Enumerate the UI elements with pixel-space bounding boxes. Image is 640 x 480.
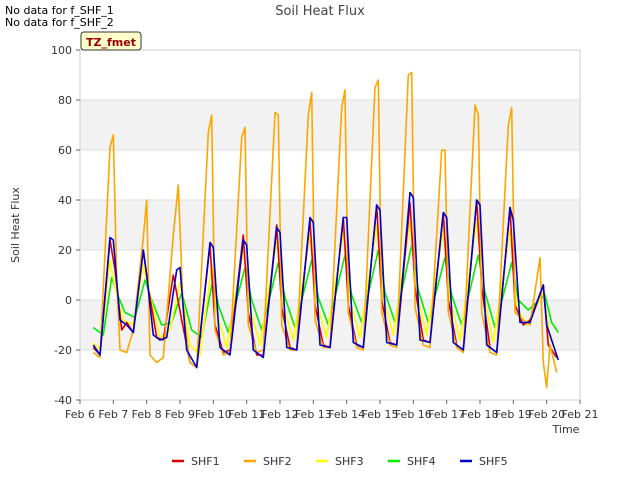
x-tick-label: Feb 20 <box>528 408 565 421</box>
y-tick-label: 0 <box>65 294 72 307</box>
no-data-note-1: No data for f_SHF_1 <box>5 4 114 17</box>
legend-label-shf5: SHF5 <box>479 455 508 468</box>
y-tick-label: 100 <box>51 44 72 57</box>
x-tick-label: Feb 13 <box>295 408 332 421</box>
x-tick-label: Feb 7 <box>98 408 128 421</box>
x-tick-label: Feb 9 <box>165 408 195 421</box>
x-tick-label: Feb 17 <box>428 408 465 421</box>
tz-badge-label: TZ_fmet <box>86 36 136 49</box>
x-tick-label: Feb 14 <box>328 408 365 421</box>
x-tick-label: Feb 8 <box>132 408 162 421</box>
background-band <box>80 100 580 150</box>
y-tick-label: -40 <box>54 394 72 407</box>
x-tick-label: Feb 18 <box>462 408 499 421</box>
series-line-shf2 <box>92 71 558 389</box>
legend-label-shf2: SHF2 <box>263 455 292 468</box>
x-tick-label: Feb 11 <box>228 408 265 421</box>
y-tick-label: -20 <box>54 344 72 357</box>
x-tick-label: Feb 15 <box>362 408 399 421</box>
y-axis-label: Soil Heat Flux <box>9 187 22 263</box>
legend-label-shf4: SHF4 <box>407 455 436 468</box>
y-tick-label: 60 <box>58 144 72 157</box>
tz-badge-box <box>80 31 142 51</box>
y-tick-label: 80 <box>58 94 72 107</box>
no-data-note-2: No data for f_SHF_2 <box>5 16 114 29</box>
series-line-shf5 <box>92 191 560 369</box>
x-axis-label: Time <box>552 423 580 436</box>
x-tick-label: Feb 6 <box>65 408 95 421</box>
y-axis-ticks: -40 -20 0 20 40 60 80 100 <box>51 44 80 407</box>
legend-label-shf1: SHF1 <box>191 455 220 468</box>
chart-title: Soil Heat Flux <box>275 4 365 19</box>
legend-label-shf3: SHF3 <box>335 455 364 468</box>
x-tick-label: Feb 19 <box>495 408 532 421</box>
background-band <box>80 200 580 250</box>
x-tick-label: Feb 21 <box>562 408 599 421</box>
tz-badge: TZ_fmet <box>80 31 142 51</box>
x-tick-label: Feb 12 <box>262 408 299 421</box>
y-tick-label: 20 <box>58 244 72 257</box>
x-tick-label: Feb 16 <box>395 408 432 421</box>
series-layer <box>92 71 560 389</box>
x-tick-label: Feb 10 <box>195 408 232 421</box>
plot-frame <box>79 49 581 401</box>
y-tick-label: 40 <box>58 194 72 207</box>
legend: SHF1 SHF2 SHF3 SHF4 SHF5 <box>172 455 508 468</box>
